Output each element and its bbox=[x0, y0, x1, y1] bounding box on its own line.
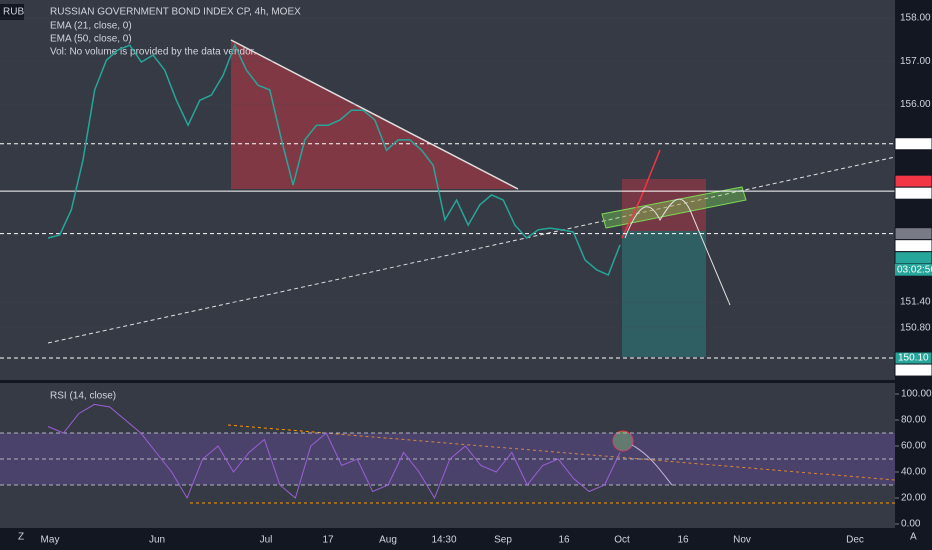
trendline-dashed bbox=[47, 156, 896, 344]
target-box bbox=[622, 231, 706, 357]
y-tick-label: 151.40 bbox=[900, 297, 931, 308]
rsi-line bbox=[47, 403, 621, 500]
footer-left: Z bbox=[18, 532, 24, 543]
symbol-badge bbox=[0, 4, 24, 20]
price-badge bbox=[894, 363, 932, 377]
channel bbox=[601, 186, 747, 229]
x-tick-label: Nov bbox=[733, 535, 751, 546]
price-badge bbox=[894, 227, 932, 241]
price-badge bbox=[894, 174, 932, 188]
arrow-up bbox=[621, 149, 661, 239]
price-badge-label: 150.10 bbox=[898, 353, 929, 364]
y-tick-label: 157.00 bbox=[900, 56, 931, 67]
title: RUSSIAN GOVERNMENT BOND INDEX CP, 4h, MO… bbox=[50, 7, 301, 18]
x-tick-label: Jul bbox=[260, 535, 273, 546]
price-badge bbox=[894, 137, 932, 151]
countdown: 03:02:56 bbox=[897, 264, 932, 275]
rsi-pane bbox=[0, 383, 895, 528]
y-tick-label: 150.80 bbox=[900, 323, 931, 334]
footer-right: A bbox=[910, 532, 917, 543]
rsi-tick-label: 0.00 bbox=[901, 519, 921, 530]
rsi-tick-label: 20.00 bbox=[901, 493, 926, 504]
rsi-arrow bbox=[631, 444, 673, 486]
x-tick-label: 14:30 bbox=[431, 535, 456, 546]
x-tick-label: Sep bbox=[494, 535, 512, 546]
rsi-marker bbox=[612, 430, 634, 452]
rsi-tick-label: 80.00 bbox=[901, 415, 926, 426]
rsi-tick-label: 40.00 bbox=[901, 467, 926, 478]
x-tick-label: 16 bbox=[558, 535, 570, 546]
pane-divider bbox=[0, 380, 932, 383]
countdown-badge bbox=[895, 263, 932, 276]
price-badge bbox=[894, 239, 932, 253]
rsi-title: RSI (14, close) bbox=[50, 391, 116, 402]
rsi-tick-label: 60.00 bbox=[901, 441, 926, 452]
trendline bbox=[230, 39, 519, 190]
price-line bbox=[47, 43, 621, 277]
arrow-down bbox=[624, 198, 731, 306]
symbol: RUB bbox=[3, 7, 24, 18]
x-tick-label: May bbox=[41, 535, 60, 546]
y-tick-label: 158.00 bbox=[900, 13, 931, 24]
x-tick-label: Aug bbox=[379, 535, 397, 546]
y-tick-label: 156.00 bbox=[900, 99, 931, 110]
x-tick-label: Oct bbox=[614, 535, 630, 546]
indicator: EMA (50, close, 0) bbox=[50, 34, 132, 45]
rsi-tick-label: 100.00 bbox=[901, 389, 932, 400]
x-tick-label: 17 bbox=[322, 535, 334, 546]
price-badge bbox=[894, 251, 932, 265]
price-badge bbox=[894, 186, 932, 200]
x-tick-label: Jun bbox=[149, 535, 165, 546]
x-tick-label: Dec bbox=[846, 535, 864, 546]
x-tick-label: 16 bbox=[677, 535, 689, 546]
indicator: EMA (21, close, 0) bbox=[50, 21, 132, 32]
indicator: Vol: No volume is provided by the data v… bbox=[50, 47, 256, 58]
